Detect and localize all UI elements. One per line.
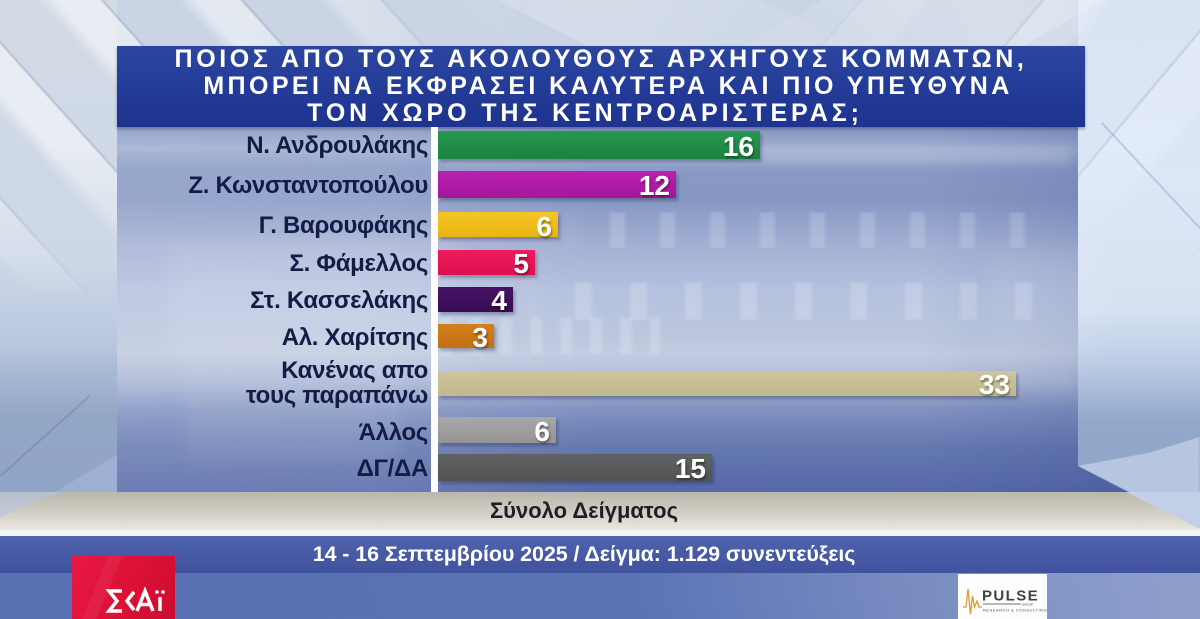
svg-text:PULSE: PULSE	[982, 588, 1039, 605]
svg-text:GROUP: GROUP	[1022, 603, 1033, 607]
svg-text:RESEARCH & CONSULTING: RESEARCH & CONSULTING	[983, 608, 1047, 613]
